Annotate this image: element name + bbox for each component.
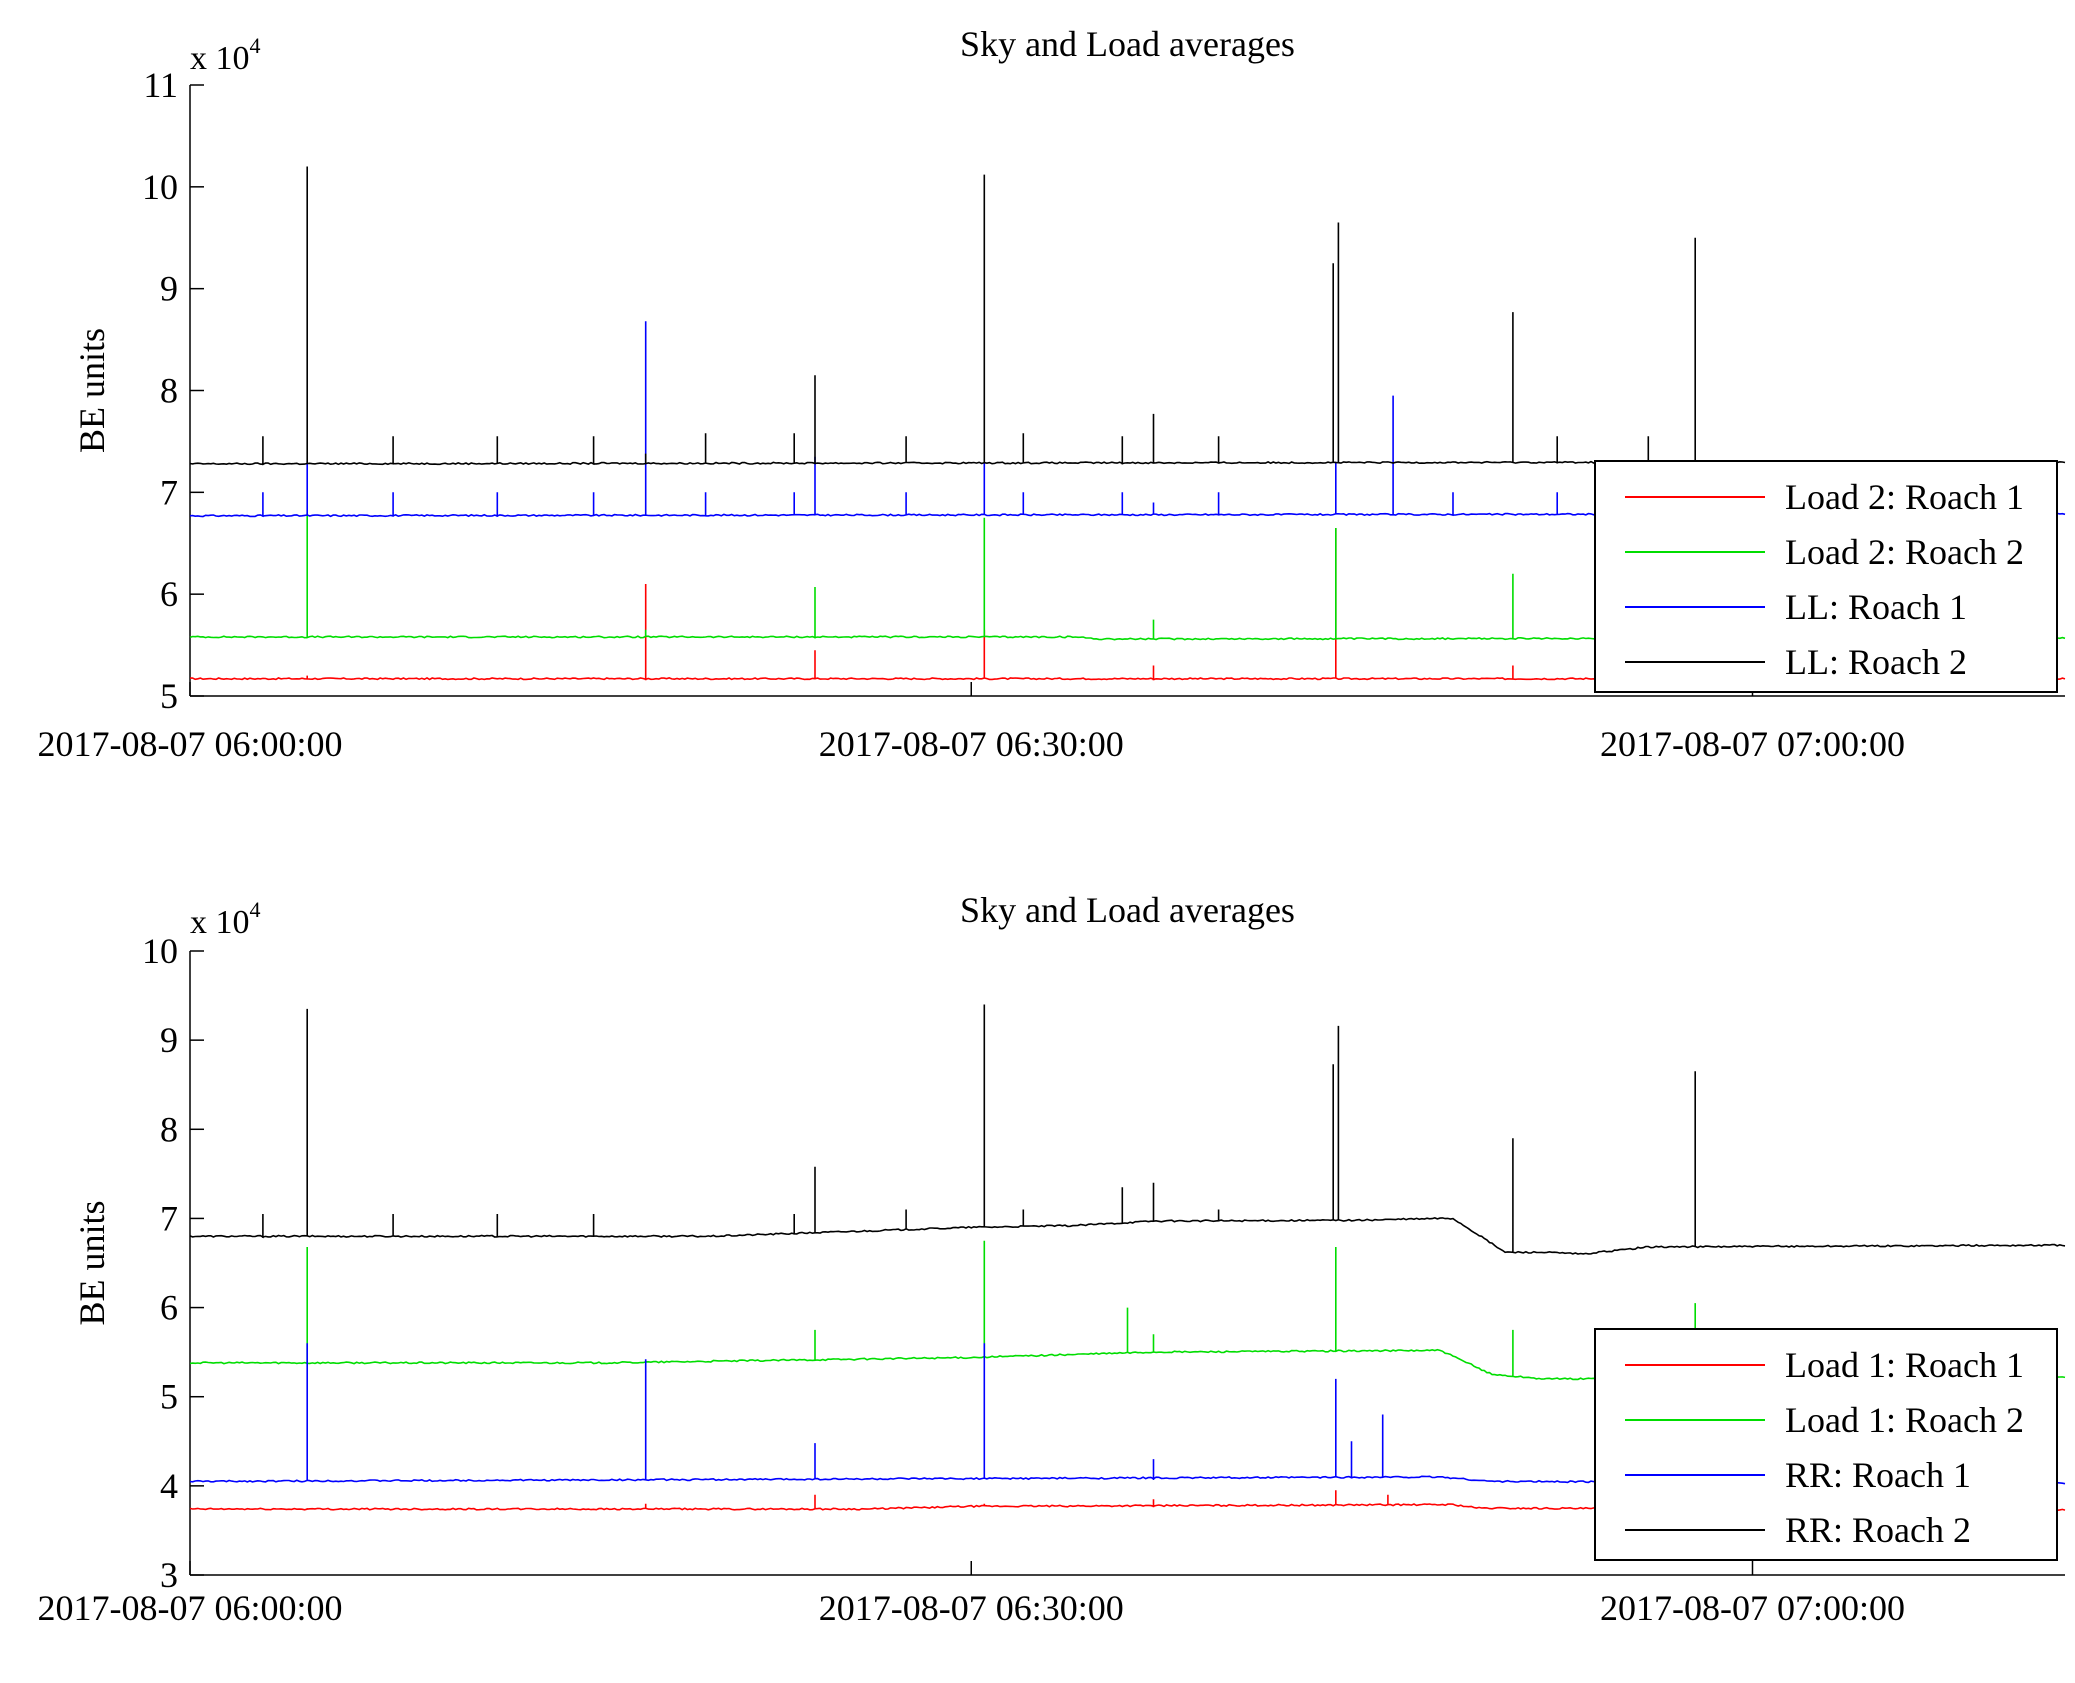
multiplier-exponent: 4 bbox=[250, 33, 261, 58]
legend-label: Load 1: Roach 2 bbox=[1785, 1400, 2024, 1440]
x-tick-label: 2017-08-07 06:30:00 bbox=[819, 724, 1124, 764]
series-line-4 bbox=[189, 1004, 2066, 1255]
y-tick-label: 9 bbox=[160, 269, 178, 309]
legend-label: RR: Roach 2 bbox=[1785, 1510, 1971, 1550]
legend-box bbox=[1594, 460, 2058, 693]
legend-label: LL: Roach 2 bbox=[1785, 642, 1967, 682]
y-axis-label: BE units bbox=[72, 1200, 112, 1325]
y-tick-label: 6 bbox=[160, 1288, 178, 1328]
series-line-4 bbox=[189, 166, 2066, 466]
y-axis-multiplier: x 104 bbox=[190, 33, 261, 77]
legend-label: LL: Roach 1 bbox=[1785, 587, 1967, 627]
legend-label: RR: Roach 1 bbox=[1785, 1455, 1971, 1495]
y-tick-label: 7 bbox=[160, 472, 178, 512]
y-tick-label: 8 bbox=[160, 1109, 178, 1149]
chart-title: Sky and Load averages bbox=[960, 24, 1295, 64]
y-axis-multiplier: x 104 bbox=[190, 897, 261, 941]
multiplier-base: x 10 bbox=[190, 40, 250, 77]
y-tick-label: 10 bbox=[142, 931, 178, 971]
legend-label: Load 1: Roach 1 bbox=[1785, 1345, 2024, 1385]
x-tick-label: 2017-08-07 07:00:00 bbox=[1600, 724, 1905, 764]
y-tick-label: 10 bbox=[142, 167, 178, 207]
y-tick-label: 11 bbox=[143, 65, 178, 105]
y-tick-label: 9 bbox=[160, 1020, 178, 1060]
y-tick-label: 4 bbox=[160, 1466, 178, 1506]
y-tick-label: 3 bbox=[160, 1555, 178, 1595]
y-axis-label: BE units bbox=[72, 328, 112, 453]
chart-title: Sky and Load averages bbox=[960, 890, 1295, 930]
x-tick-label: 2017-08-07 07:00:00 bbox=[1600, 1588, 1905, 1628]
legend-label: Load 2: Roach 1 bbox=[1785, 477, 2024, 517]
legend-box bbox=[1594, 1328, 2058, 1561]
y-tick-label: 5 bbox=[160, 1377, 178, 1417]
x-tick-label: 2017-08-07 06:00:00 bbox=[38, 1588, 343, 1628]
x-tick-label: 2017-08-07 06:00:00 bbox=[38, 724, 343, 764]
y-tick-label: 5 bbox=[160, 676, 178, 716]
legend-label: Load 2: Roach 2 bbox=[1785, 532, 2024, 572]
y-tick-label: 6 bbox=[160, 574, 178, 614]
x-tick-label: 2017-08-07 06:30:00 bbox=[819, 1588, 1124, 1628]
multiplier-base: x 10 bbox=[190, 904, 250, 941]
legend: Load 1: Roach 1 Load 1: Roach 2 RR: Roach … bbox=[1594, 1328, 2058, 1561]
y-tick-label: 7 bbox=[160, 1198, 178, 1238]
multiplier-exponent: 4 bbox=[250, 897, 261, 922]
legend: Load 2: Roach 1 Load 2: Roach 2 LL: Roach … bbox=[1594, 460, 2058, 693]
chart-1: Sky and Load averages BE units x 104 5 6 7 8 9 1… bbox=[38, 24, 2066, 764]
y-tick-label: 8 bbox=[160, 371, 178, 411]
